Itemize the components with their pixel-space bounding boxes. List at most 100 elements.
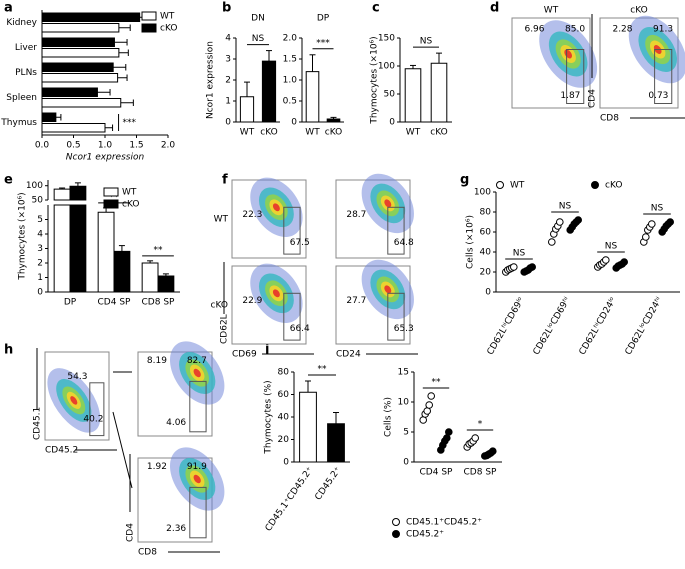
bar (41, 62, 114, 72)
gate-percentage: 65.3 (394, 324, 414, 334)
data-point (548, 238, 556, 246)
y-tick-label: 4 (37, 230, 43, 240)
gate (566, 49, 585, 104)
x-tick-label: CD8 SP (464, 468, 498, 478)
x-tick-label: CD62LˡᵒCD24ʰⁱ (624, 295, 665, 356)
bar (327, 423, 345, 463)
gate-percentage: 91.9 (187, 462, 207, 472)
legend-swatch (141, 23, 157, 33)
bar (69, 185, 87, 293)
gate (283, 206, 301, 255)
y-axis-label: CD62L (220, 314, 230, 344)
x-tick-label: cKO (430, 128, 447, 138)
row-label: cKO (211, 301, 228, 311)
gate-percentage: 2.28 (612, 24, 632, 34)
panel-label: f (222, 173, 228, 188)
data-point (528, 263, 537, 271)
bar (41, 48, 120, 58)
y-tick-label: 10 (398, 398, 410, 408)
legend-label: CD45.1⁺CD45.2⁺ (406, 518, 482, 528)
x-axis-label: CD8 (600, 114, 619, 124)
y-tick-label: 0 (403, 458, 409, 468)
panel-label: a (4, 1, 13, 16)
x-tick-label: 2.0 (161, 141, 176, 151)
density-cloud (272, 203, 280, 212)
gate-percentage: 82.7 (187, 356, 207, 366)
y-tick-label: Kidney (6, 18, 37, 28)
y-tick-label: 100 (378, 62, 395, 72)
y-axis-label: CD4 (126, 523, 136, 542)
panel-label: d (490, 1, 499, 16)
data-point (666, 218, 675, 226)
legend-label: WT (160, 12, 175, 22)
x-tick-label: cKO (260, 128, 277, 138)
x-tick-label: CD62LʰⁱCD69ˡᵒ (486, 296, 527, 357)
bar (404, 68, 422, 123)
y-tick-label: 20 (480, 268, 492, 278)
gate (387, 206, 405, 255)
significance-label: NS (252, 34, 265, 44)
bar (113, 250, 131, 293)
legend-swatch (496, 181, 504, 189)
bar (41, 73, 119, 83)
gate-percentage: 27.7 (346, 296, 366, 306)
gate (654, 49, 673, 104)
bar (299, 391, 317, 463)
data-point (510, 263, 518, 271)
panel-label: h (4, 343, 13, 358)
data-point (425, 401, 434, 409)
density-cloud (193, 474, 201, 484)
significance-label: *** (316, 38, 330, 48)
significance-label: ** (110, 192, 120, 202)
bar (261, 60, 277, 123)
data-point (642, 233, 650, 241)
gate-percentage: 1.87 (560, 91, 580, 101)
significance-label: * (478, 420, 483, 430)
x-axis-label: CD69 (232, 350, 257, 360)
y-axis-label: Cells (%) (384, 397, 394, 437)
gate-percentage: 8.19 (147, 356, 167, 366)
x-tick-label: cKO (325, 128, 342, 138)
x-axis-label: CD8 (138, 548, 157, 558)
y-tick-label: Thymus (0, 118, 37, 128)
y-tick-label: 0 (389, 118, 395, 128)
x-axis-label: CD24 (336, 350, 361, 360)
x-axis-label: CD45.2 (45, 446, 78, 456)
legend-swatch (392, 530, 400, 538)
gate (89, 382, 105, 437)
bar (41, 123, 106, 133)
gate-percentage: 28.7 (346, 210, 366, 220)
significance-label: ** (432, 378, 442, 388)
significance-label: *** (123, 118, 137, 128)
density-cloud (193, 368, 201, 378)
bar (41, 98, 122, 108)
x-tick-label: CD45.1⁺CD45.2⁺ (264, 465, 316, 533)
x-tick-label: 1.5 (129, 141, 143, 151)
y-tick-label: 5 (37, 215, 43, 225)
data-point (471, 434, 480, 442)
panel-label: c (372, 1, 380, 16)
significance-label: ** (154, 245, 164, 255)
legend-swatch (103, 199, 119, 209)
y-tick-label: 0 (37, 288, 43, 298)
gate-percentage: 22.3 (242, 210, 262, 220)
y-tick-label: 0 (485, 288, 491, 298)
y-tick-label: 40 (278, 413, 290, 423)
x-tick-label: CD62LʰⁱCD24ˡᵒ (578, 296, 619, 357)
x-tick-label: 0.5 (66, 141, 80, 151)
legend-label: cKO (122, 200, 139, 210)
y-tick-label: 2 (225, 76, 231, 86)
x-tick-label: CD8 SP (142, 298, 176, 308)
significance-label: NS (651, 204, 664, 214)
gate-percentage: 6.96 (524, 24, 544, 34)
bar (141, 262, 159, 293)
y-axis-label: Thymocytes (×10⁶) (370, 36, 380, 124)
y-tick-label: 50 (384, 90, 396, 100)
gate (387, 292, 405, 341)
y-tick-label: 0.5 (283, 97, 297, 107)
y-tick-label: PLNs (15, 68, 37, 78)
gate-percentage: 54.3 (67, 372, 87, 382)
gate-percentage: 85.0 (565, 24, 585, 34)
legend-label: CD45.2⁺ (406, 530, 444, 540)
